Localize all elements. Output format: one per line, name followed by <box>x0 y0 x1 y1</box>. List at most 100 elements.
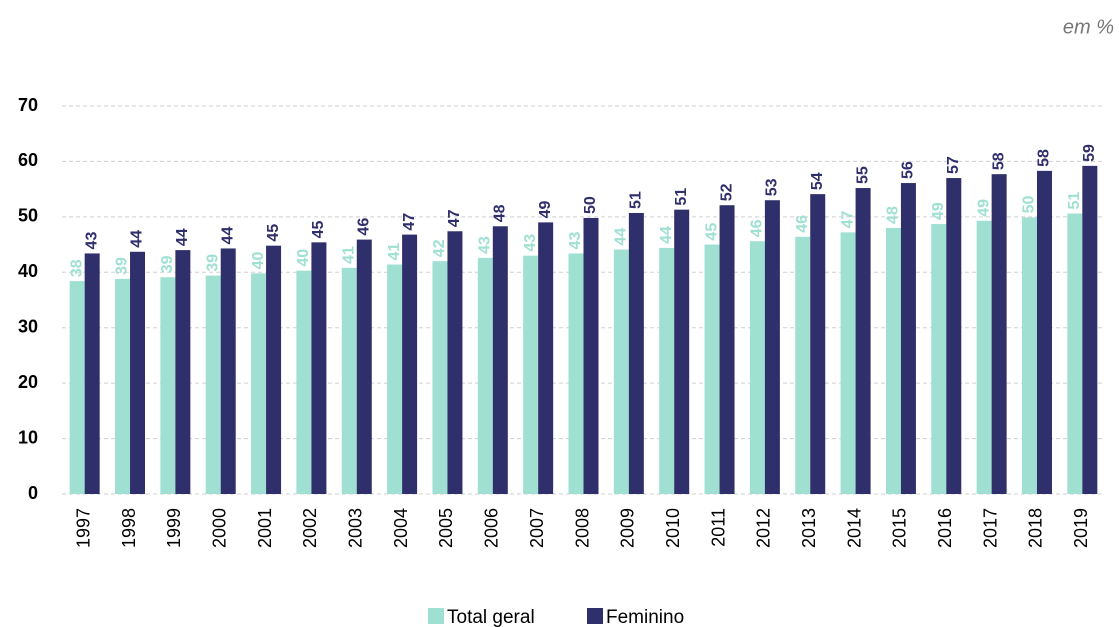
data-label: 52 <box>718 183 735 201</box>
x-tick-label: 2016 <box>935 508 955 548</box>
bar <box>613 249 629 494</box>
x-tick-label: 2009 <box>618 508 638 548</box>
bar <box>251 273 267 494</box>
x-tick-label: 2000 <box>209 508 229 548</box>
bar <box>356 239 372 494</box>
bar <box>296 270 312 494</box>
bar <box>1067 213 1083 494</box>
bar <box>84 253 100 494</box>
annotation: em % <box>1063 16 1114 38</box>
bar <box>220 248 236 494</box>
data-label: 38 <box>68 259 85 277</box>
legend-label: Total geral <box>447 607 535 627</box>
x-tick-label: 1999 <box>164 508 184 548</box>
data-label: 53 <box>764 178 781 196</box>
data-label: 39 <box>159 255 176 273</box>
y-tick-label: 10 <box>18 427 38 447</box>
legend-swatch <box>587 608 603 624</box>
bar <box>659 247 675 494</box>
data-label: 45 <box>310 220 327 238</box>
bar <box>704 244 720 494</box>
data-label: 58 <box>990 152 1007 170</box>
data-label: 46 <box>355 218 372 236</box>
bar <box>432 261 448 494</box>
data-label: 41 <box>386 243 403 261</box>
data-label: 51 <box>673 188 690 206</box>
data-label: 39 <box>114 257 131 275</box>
y-tick-label: 30 <box>18 316 38 336</box>
bar <box>492 226 508 494</box>
data-label: 45 <box>703 223 720 241</box>
data-label: 46 <box>749 219 766 237</box>
bar <box>205 275 221 494</box>
x-tick-label: 2010 <box>663 508 683 548</box>
x-tick-label: 1997 <box>73 508 93 548</box>
data-label: 39 <box>204 254 221 272</box>
data-label: 51 <box>1066 192 1083 210</box>
legend-label: Feminino <box>606 607 684 627</box>
data-label: 46 <box>794 215 811 233</box>
data-label: 51 <box>628 191 645 209</box>
bar <box>991 174 1007 495</box>
x-tick-label: 2015 <box>890 508 910 548</box>
x-tick-label: 2005 <box>436 508 456 548</box>
y-tick-label: 20 <box>18 372 38 392</box>
legend-swatch <box>428 608 444 624</box>
data-label: 47 <box>446 209 463 227</box>
data-label: 48 <box>885 206 902 224</box>
data-label: 49 <box>537 201 554 219</box>
bar <box>810 194 826 495</box>
bar <box>976 220 992 495</box>
bar <box>931 224 947 494</box>
data-label: 54 <box>809 172 826 190</box>
x-tick-label: 2019 <box>1071 508 1091 548</box>
bar <box>175 250 191 494</box>
bar <box>69 281 85 494</box>
x-tick-label: 2006 <box>482 508 502 548</box>
data-label: 43 <box>522 234 539 252</box>
x-tick-label: 2001 <box>255 508 275 548</box>
data-label: 49 <box>930 202 947 220</box>
x-tick-label: 2018 <box>1026 508 1046 548</box>
bar <box>477 257 493 494</box>
data-label: 57 <box>945 156 962 174</box>
bar <box>311 242 327 494</box>
bar <box>885 227 901 494</box>
data-label: 47 <box>839 210 856 228</box>
data-label: 45 <box>265 224 282 242</box>
x-tick-label: 2011 <box>708 508 728 547</box>
data-label: 55 <box>854 166 871 184</box>
bar <box>387 264 403 494</box>
y-tick-label: 50 <box>18 206 38 226</box>
x-tick-label: 2003 <box>346 508 366 548</box>
bar <box>628 212 644 494</box>
y-tick-label: 40 <box>18 261 38 281</box>
bar <box>583 217 599 495</box>
data-label: 42 <box>431 239 448 257</box>
bar <box>764 200 780 494</box>
bar <box>130 251 146 494</box>
data-label: 40 <box>250 251 267 269</box>
data-label: 50 <box>582 196 599 214</box>
data-label: 56 <box>900 161 917 179</box>
data-label: 44 <box>219 227 236 245</box>
data-label: 58 <box>1036 149 1053 167</box>
y-tick-label: 60 <box>18 150 38 170</box>
bar <box>900 183 916 494</box>
bar <box>749 241 765 494</box>
y-tick-label: 70 <box>18 95 38 115</box>
bar <box>447 231 463 495</box>
bar <box>523 255 539 494</box>
data-label: 44 <box>174 228 191 246</box>
bar <box>402 234 418 494</box>
x-tick-label: 2002 <box>300 508 320 548</box>
bar <box>568 253 584 494</box>
data-label: 41 <box>340 246 357 264</box>
x-tick-label: 2017 <box>980 508 1000 548</box>
data-label: 44 <box>613 228 630 246</box>
bar <box>341 267 357 494</box>
data-label: 43 <box>567 232 584 250</box>
bar <box>160 277 176 494</box>
bar <box>840 232 856 494</box>
